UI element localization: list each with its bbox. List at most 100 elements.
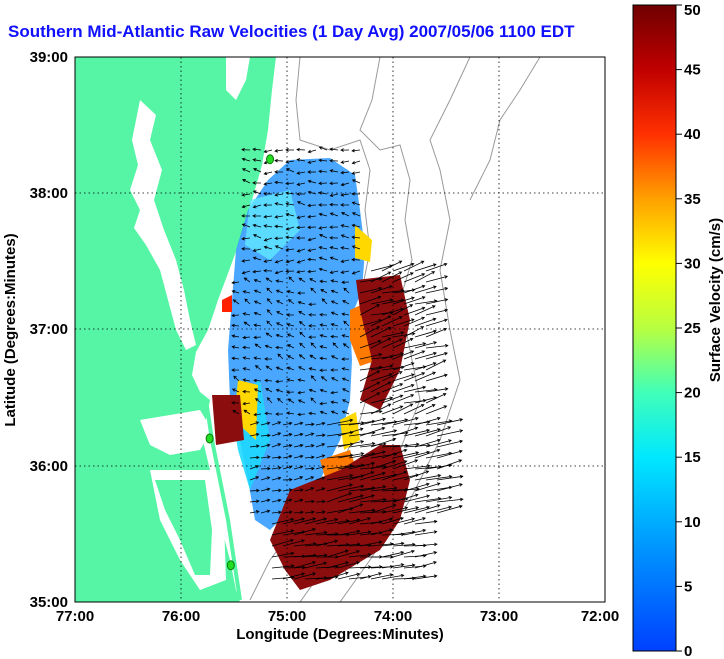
velocity-arrow [330,355,339,360]
velocity-arrow [381,516,404,525]
velocity-arrow [341,377,350,382]
velocity-arrow [275,289,284,294]
velocity-arrow [293,561,317,569]
velocity-arrow [341,410,350,415]
velocity-arrow [287,355,295,360]
velocity-arrow [337,427,364,437]
velocity-arrow [348,494,375,503]
velocity-arrow [242,178,251,184]
velocity-arrow [351,148,361,153]
velocity-arrow [274,193,284,197]
velocity-arrow [414,362,437,371]
velocity-arrow [425,426,452,437]
velocity-arrow [329,246,339,250]
velocity-arrow [304,553,328,558]
velocity-arrow [263,237,273,242]
velocity-arrow [310,287,317,294]
colorbar-tick-label: 10 [684,514,701,531]
velocity-arrow [329,202,339,207]
velocity-arrow [315,499,326,504]
velocity-arrow [285,202,295,206]
velocity-arrow [241,204,251,209]
velocity-arrow [254,343,262,349]
velocity-arrow [414,416,441,426]
velocity-arrow [252,158,262,162]
velocity-arrow [260,455,271,459]
velocity-arrow [359,304,381,316]
velocity-arrow [392,394,415,404]
velocity-arrow [231,323,240,328]
velocity-arrow [359,353,383,360]
velocity-arrow [298,366,306,371]
velocity-arrow [337,542,361,547]
velocity-arrow [370,429,398,437]
velocity-arrow [403,517,426,525]
velocity-arrow [275,379,284,384]
velocity-arrow [271,421,282,426]
velocity-arrow [392,549,415,558]
velocity-arrow [296,215,306,220]
velocity-arrow [244,298,251,305]
velocity-arrow [275,322,284,327]
velocity-arrow [275,279,284,283]
velocity-arrow [271,510,282,515]
velocity-arrow [307,149,317,154]
velocity-arrow [337,452,365,459]
velocity-arrow [253,388,262,393]
velocity-arrow [282,510,293,514]
velocity-arrow [307,269,317,274]
velocity-arrow [403,505,431,514]
velocity-arrow [337,494,364,503]
x-axis: 77:00 76:00 75:00 74:00 73:00 72:00 Long… [56,608,619,643]
velocity-arrow [414,530,438,536]
colorbar-tick-label: 0 [684,643,692,659]
velocity-arrow [287,344,295,349]
velocity-arrow [436,504,463,514]
velocity-arrow [307,257,317,262]
velocity-arrow [348,553,372,558]
velocity-arrow [414,474,442,481]
velocity-arrow [403,464,431,470]
velocity-arrow [275,345,284,350]
velocity-arrow [282,488,293,492]
velocity-arrow [253,300,262,305]
velocity-arrow [392,442,420,448]
velocity-arrow [277,397,284,404]
velocity-arrow [392,362,415,371]
velocity-arrow [296,147,306,152]
velocity-arrow [275,388,284,393]
velocity-arrow [414,574,438,580]
velocity-arrow [381,371,403,382]
y-tick-label: 35:00 [30,594,68,611]
velocity-arrow [276,300,284,305]
velocity-arrow [359,381,381,393]
velocity-arrow [288,276,295,283]
velocity-arrow [231,401,240,405]
velocity-arrow [260,443,271,448]
velocity-arrow [252,204,262,209]
velocity-arrow [242,356,251,360]
velocity-arrow [264,344,273,349]
velocity-arrow [319,388,328,393]
velocity-arrow [414,448,441,459]
velocity-arrow [381,338,403,349]
velocity-arrow [370,503,397,514]
velocity-arrow [392,337,414,349]
velocity-arrow [414,285,437,294]
velocity-arrow [260,487,271,492]
velocity-arrow [308,411,317,416]
velocity-arrow [231,345,240,349]
velocity-arrow [351,171,361,175]
velocity-arrow [359,426,386,437]
velocity-arrow [307,214,317,219]
velocity-arrow [392,262,415,272]
velocity-field [212,158,410,590]
velocity-arrow [271,455,282,460]
velocity-arrow [392,304,414,316]
velocity-arrow [243,277,251,283]
velocity-arrow [253,335,262,340]
velocity-arrow [266,298,273,305]
velocity-arrow [263,224,273,228]
velocity-arrow [304,432,315,437]
velocity-arrow [242,378,251,382]
